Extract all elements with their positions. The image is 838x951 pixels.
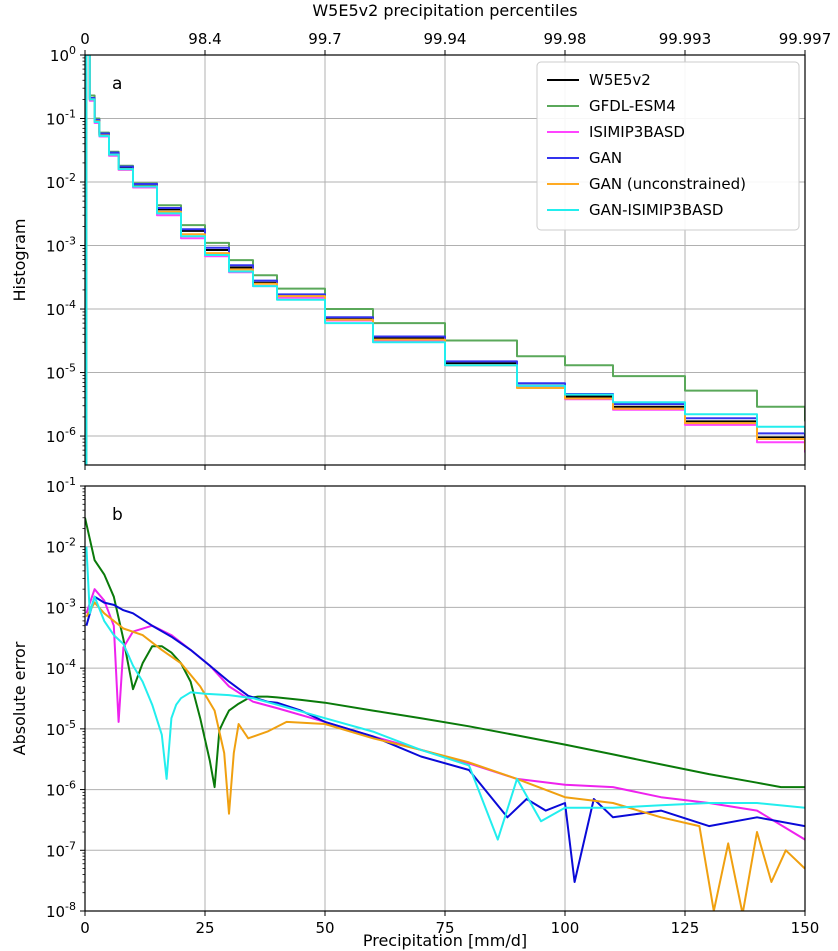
series-group-a bbox=[85, 55, 805, 465]
top-tick-label: 99.997 bbox=[779, 30, 832, 48]
y-tick-label: 10-4 bbox=[46, 657, 76, 678]
top-tick-label: 98.4 bbox=[188, 30, 221, 48]
x-tick-label: 25 bbox=[195, 919, 214, 937]
y-tick-label: 10-1 bbox=[46, 108, 76, 129]
y-tick-label: 10-4 bbox=[46, 298, 76, 319]
x-tick-label: 125 bbox=[671, 919, 700, 937]
panel-b: 10-8 10-7 10-6 10-5 10-4 10-3 10-2 10-1 Absolute… bbox=[10, 475, 819, 950]
y-axis-label: Absolute error bbox=[10, 641, 29, 755]
x-tick-label: 0 bbox=[80, 919, 90, 937]
legend: W5E5v2 GFDL-ESM4 ISIMIP3BASD GAN GAN (uncons… bbox=[536, 61, 800, 231]
legend-box bbox=[536, 61, 800, 231]
y-tick-label: 10-3 bbox=[46, 596, 76, 617]
top-tick-label: 99.7 bbox=[308, 30, 341, 48]
series-line-gfdl-esm4 bbox=[85, 517, 805, 789]
y-tick-label: 10-7 bbox=[46, 839, 76, 860]
legend-label: W5E5v2 bbox=[589, 71, 651, 89]
grid-b bbox=[84, 485, 806, 912]
x-tick-label: 75 bbox=[435, 919, 454, 937]
y-tick-label: 10-1 bbox=[46, 475, 76, 496]
legend-label: GFDL-ESM4 bbox=[589, 97, 676, 115]
y-tick-label: 10-6 bbox=[46, 425, 76, 446]
y-tick-label: 10-3 bbox=[46, 235, 76, 256]
y-tick-label: 10-2 bbox=[46, 536, 76, 557]
top-x-ticks: 0 98.4 99.7 99.94 99.98 99.993 99.997 bbox=[80, 30, 831, 55]
legend-label: GAN-ISIMIP3BASD bbox=[589, 201, 723, 219]
series-line-gan-isimip3basd bbox=[85, 55, 805, 465]
series-line-gan bbox=[85, 595, 805, 883]
legend-label: GAN bbox=[589, 149, 622, 167]
top-tick-label: 99.98 bbox=[544, 30, 587, 48]
series-line-gan-isimip3basd bbox=[85, 546, 805, 841]
y-tick-label: 10-2 bbox=[46, 171, 76, 192]
x-tick-label: 150 bbox=[791, 919, 820, 937]
series-line-gan-unconstrained bbox=[85, 601, 805, 911]
panel-letter: a bbox=[112, 74, 122, 94]
x-tick-label: 50 bbox=[315, 919, 334, 937]
legend-label: GAN (unconstrained) bbox=[589, 175, 746, 193]
panel-letter: b bbox=[112, 505, 123, 525]
series-group-b bbox=[85, 517, 805, 911]
top-tick-label: 99.94 bbox=[424, 30, 467, 48]
y-tick-label: 10-5 bbox=[46, 718, 76, 739]
y-tick-label: 100 bbox=[50, 44, 76, 65]
legend-label: ISIMIP3BASD bbox=[589, 123, 685, 141]
y-axis-label: Histogram bbox=[10, 219, 29, 302]
y-tick-label: 10-8 bbox=[46, 900, 76, 921]
top-tick-label: 99.993 bbox=[659, 30, 712, 48]
top-tick-label: 0 bbox=[80, 30, 90, 48]
x-axis-label: Precipitation [mm/d] bbox=[363, 931, 527, 950]
y-tick-label: 10-5 bbox=[46, 362, 76, 383]
x-ticks-a bbox=[84, 465, 806, 470]
y-ticks-a: 10-6 10-5 10-4 10-3 10-2 10-1 100 bbox=[46, 44, 85, 462]
x-tick-label: 100 bbox=[551, 919, 580, 937]
y-tick-label: 10-6 bbox=[46, 779, 76, 800]
top-x-axis-label: W5E5v2 precipitation percentiles bbox=[312, 1, 577, 20]
panel-a: 10-6 10-5 10-4 10-3 10-2 10-1 100 Histogram a 0 98… bbox=[10, 1, 831, 470]
x-ticks-b: 0 25 50 75 100 125 150 bbox=[80, 911, 819, 937]
y-ticks-b: 10-8 10-7 10-6 10-5 10-4 10-3 10-2 10-1 bbox=[46, 475, 85, 921]
series-line-isimip3basd bbox=[85, 588, 805, 841]
